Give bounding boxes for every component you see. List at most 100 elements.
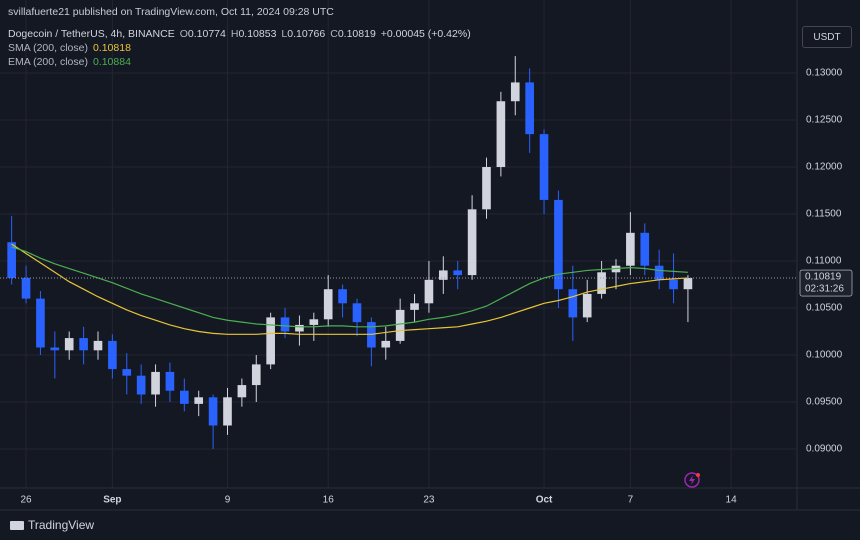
candle-body [79,338,88,351]
grid [0,0,797,488]
ohlc-value: 0.10774 [187,28,226,40]
candle-body [352,303,362,323]
ohlc-label: C [330,28,338,40]
candle-body [165,371,175,391]
ma-line [11,243,688,335]
x-tick-label: 9 [225,495,231,506]
candle-body [266,317,275,365]
candle-body [568,289,578,318]
change: +0.00045 (+0.42%) [380,28,471,40]
x-tick-label: 16 [323,495,335,506]
candle-body [93,340,103,351]
candle-body [36,298,45,348]
candle-body [21,277,31,299]
y-tick-label: 0.11500 [806,209,842,220]
footer-text: TradingView [28,518,95,532]
x-tick-label: 26 [20,495,32,506]
candle-body [50,347,60,351]
last-price-label: 0.10819 [805,272,842,283]
candle-body [309,319,319,325]
candle-body [482,167,491,210]
candle-body [381,340,391,348]
legend-value: 0.10884 [92,56,131,68]
legend-label: EMA (200, close) [8,56,88,68]
legend-sma: SMA (200, close) 0.10818 [8,42,131,54]
candle-body [683,277,693,290]
candle-body [251,364,261,386]
candle-body [194,397,204,404]
symbol-line: Dogecoin / TetherUS, 4h, BINANCE O0.1077… [8,28,471,40]
candle-body [453,270,463,276]
legend-value: 0.10818 [92,42,131,54]
candle-body [640,232,650,266]
candle-body [64,338,74,351]
legend-label: SMA (200, close) [8,42,88,54]
ohlc-label: O [179,28,188,40]
legend-ema: EMA (200, close) 0.10884 [8,56,131,68]
candle-body [223,397,232,426]
ohlc-value: 0.10819 [337,28,376,40]
candle-body [295,324,304,332]
last-price-box [799,269,853,297]
candle-body [626,232,635,266]
publisher-line: svillafuerte21 published on TradingView.… [8,6,334,18]
symbol: Dogecoin / TetherUS, 4h, BINANCE [8,28,175,40]
ohlc-item: H0.10853 [231,28,277,40]
candle-body [554,199,563,290]
ohlc-item: O0.10774 [180,28,226,40]
candle-body [237,385,247,398]
event-icon-bolt [689,475,695,485]
candle-body [338,289,347,304]
ohlc: O0.10774 H0.10853 L0.10766 C0.10819 [180,28,376,40]
countdown-label: 02:31:26 [805,284,844,295]
candle-body [525,82,534,135]
x-tick-label: Oct [536,495,553,506]
ohlc-value: 0.10766 [287,28,326,40]
x-tick-label: 23 [423,495,435,506]
x-tick-label: Sep [103,495,121,506]
candle-body [280,317,290,332]
candle-body [151,371,160,395]
y-tick-label: 0.09000 [806,444,843,455]
y-tick-label: 0.10500 [806,303,843,314]
y-tick-label: 0.12000 [806,162,843,173]
y-tick-label: 0.11000 [806,256,842,267]
candle-body [539,134,549,200]
y-tick-label: 0.09500 [806,397,843,408]
event-icon[interactable] [684,472,700,488]
footer: TradingView [10,518,94,532]
ohlc-item: C0.10819 [330,28,376,40]
candle-body [582,293,592,318]
candle-body [208,397,218,426]
candle-body [180,390,189,404]
ohlc-item: L0.10766 [281,28,325,40]
ma-line [11,246,688,328]
candle-body [395,309,405,341]
event-dot [696,473,700,477]
candle-body [108,340,117,370]
x-tick-label: 7 [628,495,634,506]
candle-body [496,101,506,168]
x-tick-label: 14 [726,495,738,506]
logo [10,520,24,530]
candle-body [669,279,678,290]
currency-button[interactable]: USDT [802,26,852,48]
y-tick-label: 0.10000 [806,350,843,361]
y-tick-label: 0.12500 [806,115,843,126]
y-tick-label: 0.13000 [806,68,843,79]
candle-body [323,289,333,320]
ohlc-label: H [230,28,239,40]
candle-body [467,209,477,276]
ohlc-label: L [281,28,288,40]
candle-body [597,272,606,294]
candle-body [654,265,664,280]
candle-body [424,279,434,304]
candle-body [439,270,448,280]
candle-body [510,82,520,102]
candle-body [410,303,419,310]
candle-body [7,242,16,278]
candle-body [122,369,132,376]
candle-body [136,375,146,395]
